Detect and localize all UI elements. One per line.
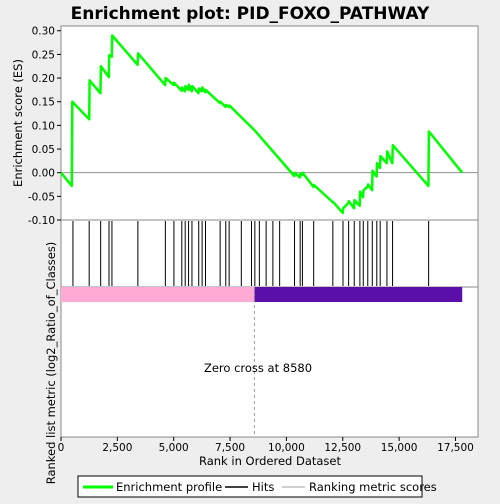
legend-label-metric: Ranking metric scores	[309, 480, 437, 494]
hit-lines	[72, 221, 430, 286]
y-tick-label: 0.30	[32, 26, 55, 38]
x-tick-label: 5,000	[159, 442, 189, 454]
y-tick-label: 0.05	[32, 144, 55, 156]
legend-box	[77, 475, 423, 498]
y-axis-label-metric: Ranked list metric (log2_Ratio_of_Classe…	[44, 242, 58, 485]
es-panel	[60, 25, 479, 221]
y-axis-label-es: Enrichment score (ES)	[11, 59, 25, 187]
x-tick-label: 0	[58, 442, 65, 454]
chart-title: Enrichment plot: PID_FOXO_PATHWAY	[71, 4, 430, 24]
metric-bar-negative	[254, 287, 463, 302]
x-tick-label: 12,500	[324, 442, 361, 454]
metric-panel	[60, 286, 479, 438]
es-axis-ticks: -0.10 -0.05 0.00 0.05 0.10 0.15 0.20 0.25 0.30	[28, 26, 61, 227]
x-tick-label: 10,000	[268, 442, 305, 454]
y-tick-label: 0.15	[32, 97, 55, 109]
x-axis-ticks: 0 2,500 5,000 7,500 10,000 12,500 15,000 17,500	[58, 437, 474, 454]
y-tick-label: 0.00	[32, 168, 55, 180]
legend-label-hits: Hits	[252, 480, 274, 494]
metric-bar-positive	[61, 287, 255, 302]
legend-label-profile: Enrichment profile	[116, 480, 222, 494]
x-tick-label: 7,500	[215, 442, 245, 454]
enrichment-profile-line	[60, 34, 464, 215]
zero-cross-annotation: Zero cross at 8580	[204, 361, 312, 375]
x-tick-label: 15,000	[381, 442, 418, 454]
y-tick-label: -0.10	[28, 215, 55, 227]
ranking-metric-bar	[61, 287, 463, 302]
x-tick-label: 17,500	[437, 442, 474, 454]
hits-panel	[60, 219, 479, 288]
y-tick-label: 0.20	[32, 73, 55, 85]
y-tick-label: 0.25	[32, 49, 55, 61]
y-tick-label: -0.05	[28, 191, 55, 203]
x-axis-label: Rank in Ordered Dataset	[199, 454, 342, 468]
y-tick-label: 0.10	[32, 120, 55, 132]
x-tick-label: 2,500	[102, 442, 132, 454]
